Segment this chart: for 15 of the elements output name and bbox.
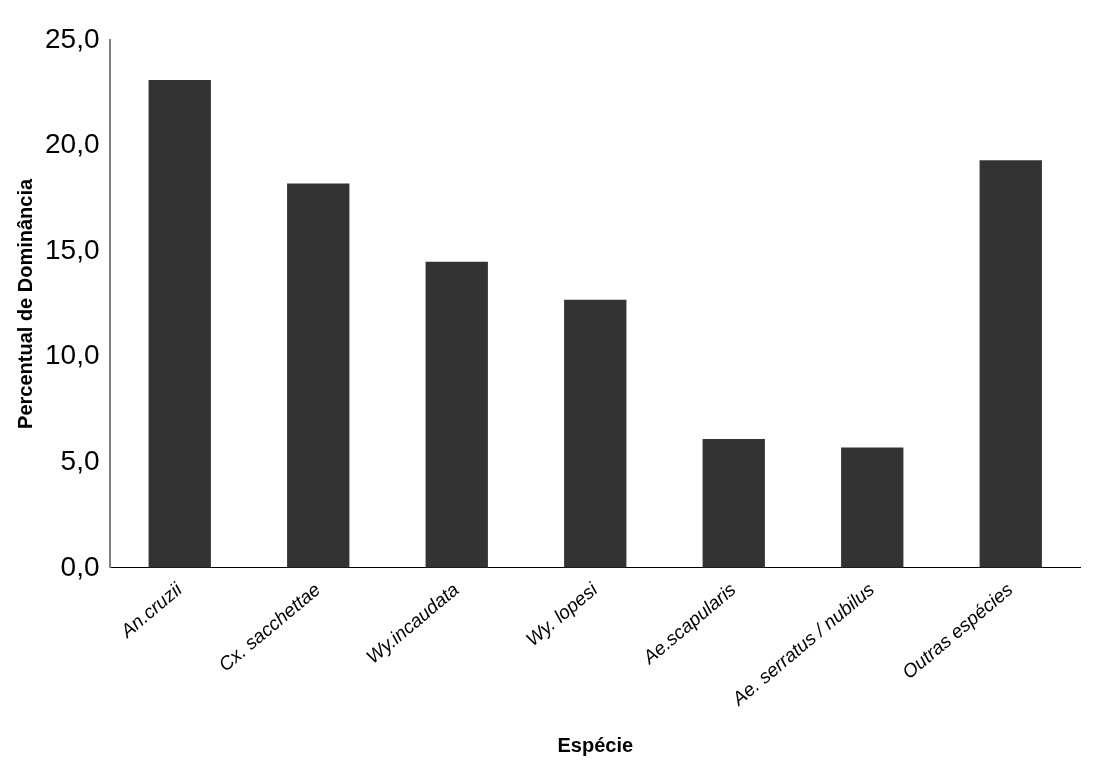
bar [425, 261, 488, 568]
y-tick-label: 15,0 [45, 233, 100, 265]
y-tick-label: 10,0 [45, 339, 100, 371]
bar [287, 183, 350, 568]
y-tick-label: 0,0 [60, 550, 100, 582]
y-axis-title: Percentual de Dominância [13, 177, 36, 429]
bar [979, 160, 1042, 568]
bar [702, 439, 765, 568]
bar [148, 80, 211, 568]
bar [841, 447, 904, 568]
y-tick-label: 5,0 [60, 444, 100, 476]
x-axis-title: Espécie [557, 733, 634, 756]
y-tick-label: 20,0 [45, 128, 100, 160]
bar [564, 299, 627, 568]
y-tick-label: 25,0 [45, 22, 100, 54]
